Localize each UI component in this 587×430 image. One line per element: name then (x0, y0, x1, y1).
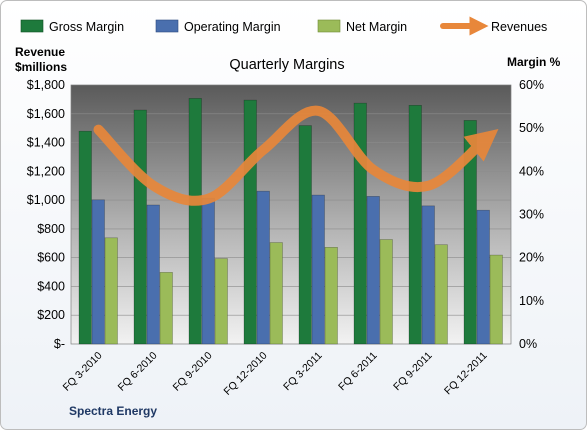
bar-gross-margin (188, 98, 202, 345)
right-tick-label: 0% (519, 337, 537, 351)
bar-gross-margin (243, 99, 257, 345)
bar-net-margin (434, 244, 448, 345)
left-tick-label: $200 (37, 308, 65, 322)
bar-operating-margin (201, 197, 215, 345)
right-axis-ticks: 0% 10% 20% 30% 40% 50% 60% (519, 78, 544, 351)
bar-operating-margin (311, 194, 325, 345)
bar-operating-margin (476, 209, 490, 345)
legend-swatch-operating-margin (155, 19, 179, 33)
left-axis-title-line2: $millions (15, 60, 67, 74)
left-tick-label: $1,000 (27, 193, 65, 207)
left-tick-label: $- (54, 337, 65, 351)
x-tick-label: FQ 3-2011 (281, 350, 325, 394)
left-tick-label: $400 (37, 279, 65, 293)
x-tick-label: FQ 6-2010 (116, 350, 160, 394)
x-tick-label: FQ 6-2011 (336, 350, 380, 394)
bar-net-margin (159, 272, 173, 345)
bar-net-margin (214, 258, 228, 345)
legend-label-revenues: Revenues (491, 20, 547, 34)
bar-net-margin (379, 239, 393, 345)
bar-net-margin (104, 237, 118, 345)
bar-operating-margin (421, 205, 435, 345)
bar-operating-margin (91, 199, 105, 345)
x-tick-label: FQ 12-2011 (442, 350, 490, 398)
x-tick-label: FQ 9-2010 (171, 350, 215, 394)
left-tick-label: $600 (37, 251, 65, 265)
bar-net-margin (269, 242, 283, 345)
bar-gross-margin (298, 125, 312, 345)
legend-swatch-net-margin (317, 19, 341, 33)
x-axis-ticks: FQ 3-2010 FQ 6-2010 FQ 9-2010 FQ 12-2010 FQ … (61, 350, 490, 398)
bar-gross-margin (463, 120, 477, 345)
bar-operating-margin (256, 190, 270, 345)
legend-swatch-gross-margin (20, 19, 44, 33)
right-tick-label: 50% (519, 121, 544, 135)
right-tick-label: 60% (519, 78, 544, 92)
left-tick-label: $1,600 (27, 107, 65, 121)
revenue-line (93, 105, 499, 206)
bar-net-margin (489, 254, 503, 345)
left-axis-title-line1: Revenue (15, 45, 65, 59)
legend: Gross Margin Operating Margin Net Margin… (20, 16, 547, 36)
bar-operating-margin (366, 196, 380, 345)
x-tick-label: FQ 9-2011 (391, 350, 435, 394)
bar-gross-margin (408, 104, 422, 345)
bar-gross-margin (133, 109, 147, 345)
left-axis-ticks: $- $200 $400 $600 $800 $1,000 $1,200 $1,400 $1,6… (27, 78, 65, 351)
left-tick-label: $1,400 (27, 136, 65, 150)
right-tick-label: 40% (519, 164, 544, 178)
legend-label-operating-margin: Operating Margin (184, 20, 281, 34)
revenue-line-series (93, 105, 499, 206)
left-tick-label: $1,800 (27, 78, 65, 92)
left-tick-label: $800 (37, 222, 65, 236)
legend-label-gross-margin: Gross Margin (49, 20, 124, 34)
legend-label-net-margin: Net Margin (346, 20, 407, 34)
x-tick-label: FQ 3-2010 (61, 350, 105, 394)
x-tick-label: FQ 12-2010 (222, 350, 270, 398)
bar-operating-margin (146, 204, 160, 345)
company-name: Spectra Energy (69, 404, 157, 418)
right-tick-label: 20% (519, 251, 544, 265)
right-axis-title: Margin % (507, 55, 561, 69)
bar-gross-margin (353, 102, 367, 345)
right-tick-label: 10% (519, 294, 544, 308)
chart-title: Quarterly Margins (229, 57, 344, 73)
bar-gross-margin (78, 130, 92, 345)
left-tick-label: $1,200 (27, 164, 65, 178)
bar-net-margin (324, 247, 338, 345)
right-tick-label: 30% (519, 208, 544, 222)
